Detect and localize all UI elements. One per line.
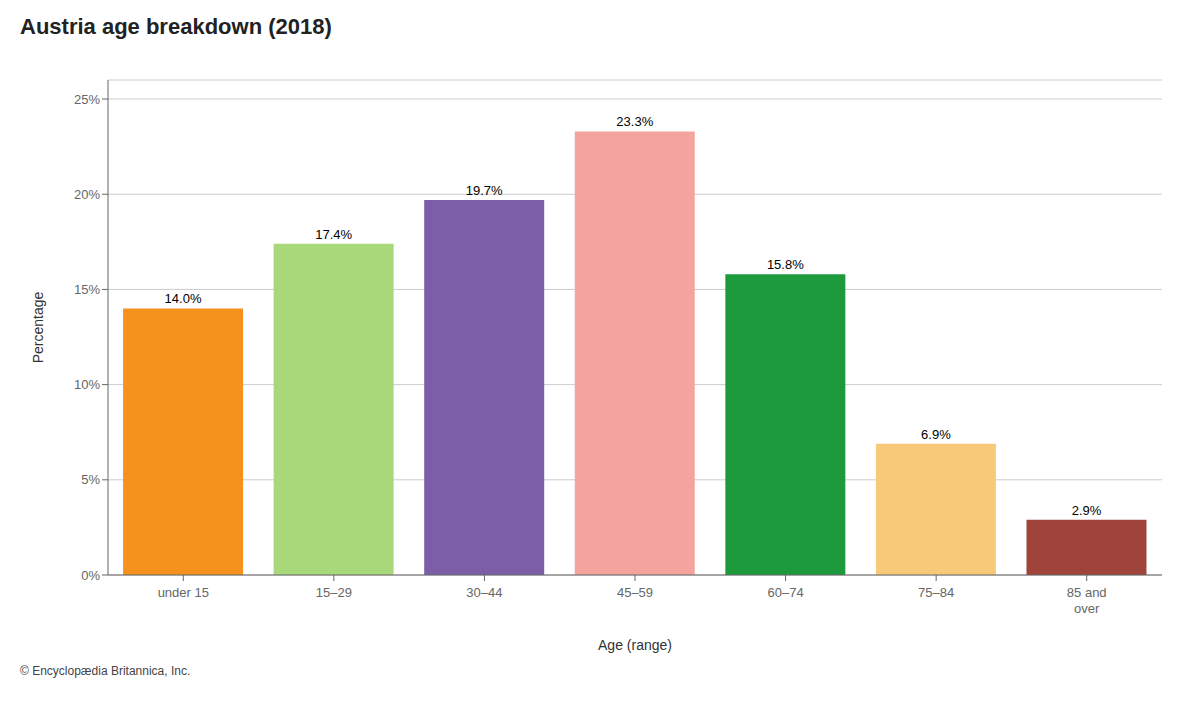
html-text:© Encyclopædia Britannica, Inc: © Encyclopædia Britannica, Inc. (20, 664, 191, 678)
svg-text:6.9%: 6.9% (921, 427, 951, 442)
svg-text:under 15: under 15 (158, 585, 209, 600)
svg-text:0%: 0% (81, 568, 100, 583)
svg-text:2.9%: 2.9% (1072, 503, 1102, 518)
svg-text:85 andover: 85 andover (1067, 585, 1107, 616)
svg-text:20%: 20% (74, 187, 100, 202)
svg-text:Age (range): Age (range) (598, 637, 672, 653)
svg-text:Percentage: Percentage (30, 291, 46, 363)
svg-text:14.0%: 14.0% (165, 291, 202, 306)
svg-text:60–74: 60–74 (767, 585, 803, 600)
svg-text:5%: 5% (81, 472, 100, 487)
svg-text:25%: 25% (74, 92, 100, 107)
svg-text:17.4%: 17.4% (315, 227, 352, 242)
svg-text:10%: 10% (74, 377, 100, 392)
svg-text:19.7%: 19.7% (466, 183, 503, 198)
html-text:Austria age breakdown (2018): Austria age breakdown (2018) (20, 14, 332, 39)
svg-text:45–59: 45–59 (617, 585, 653, 600)
svg-text:23.3%: 23.3% (616, 114, 653, 129)
svg-text:30–44: 30–44 (466, 585, 502, 600)
svg-text:15–29: 15–29 (316, 585, 352, 600)
svg-text:15%: 15% (74, 282, 100, 297)
svg-text:75–84: 75–84 (918, 585, 954, 600)
svg-text:15.8%: 15.8% (767, 257, 804, 272)
